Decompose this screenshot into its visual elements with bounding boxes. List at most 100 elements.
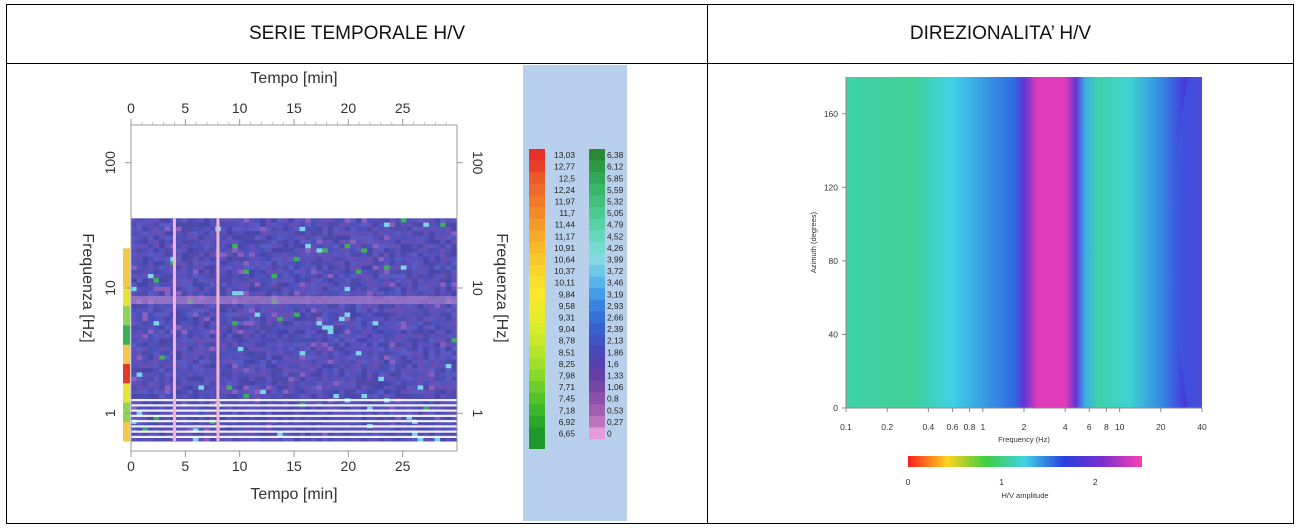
spectrogram-cell [271,252,278,258]
legend-swatch-right [589,357,605,370]
spectrogram-cell [395,286,402,292]
spectrogram-cell [305,372,312,378]
spectrogram-cell [412,261,419,266]
spectrogram-cell [254,432,261,438]
spectrogram-cell [423,282,430,288]
spectrogram-cell [428,333,435,339]
spectrogram-cell [288,325,295,331]
spectrogram-cell [322,286,329,292]
spectrogram-cell [372,244,379,249]
spectrogram-cell [412,415,419,421]
spectrogram-cell [322,325,329,331]
spectrogram-cell [187,265,194,271]
x-axis-title: Frequency (Hz) [998,435,1050,444]
spectrogram-cell [434,342,441,348]
spectrogram-cell [451,338,458,343]
spectrogram-cell [428,321,435,326]
spectrogram-cell [327,415,334,421]
spectrogram-cell [423,406,430,412]
spectrogram-cell [361,231,368,236]
spectrogram-cell [378,346,385,352]
spectrogram-cell [395,226,402,232]
spectrogram-cell [232,222,239,228]
spectrogram-cell [159,316,166,322]
spectrogram-cell [164,248,171,253]
spectrogram-cell [136,278,143,283]
low-frequency-gap [131,404,457,407]
spectrogram-cell [198,222,205,228]
spectrogram-cell [153,269,160,275]
spectrogram-cell [198,385,205,391]
spectrogram-cell [294,333,301,339]
spectrogram-cell [333,415,340,421]
spectrogram-cell [220,291,227,296]
spectrogram-cell [249,226,256,232]
legend-swatch-right [589,415,605,428]
spectrogram-cell [400,316,407,322]
spectrogram-cell [395,368,402,373]
legend-value-left: 7,98 [559,370,576,380]
spectrogram-cell [131,321,138,326]
spectrogram-cell [209,312,216,318]
spectrogram-cell [237,411,244,416]
spectrogram-cell [451,368,458,373]
spectrogram-cell [282,342,289,348]
spectrogram-cell [136,248,143,253]
spectrogram-cell [142,269,149,275]
spectrogram-cell [136,338,143,343]
spectrogram-cell [159,231,166,236]
spectrogram-cell [142,368,149,373]
spectrogram-cell [187,381,194,386]
spectrogram-cell [226,222,233,228]
spectrogram-cell [294,286,301,292]
spectrogram-cell [254,226,261,232]
spectrogram-cell [265,436,272,442]
spectrogram-cell [181,291,188,296]
spectrogram-cell [265,321,272,326]
spectrogram-cell [142,338,149,343]
spectrogram-cell [265,239,272,245]
spectrogram-cell [327,381,334,386]
spectrogram-cell [383,291,390,296]
spectrogram-cell [136,411,143,416]
spectrogram-cell [412,308,419,313]
spectrogram-cell [383,368,390,373]
spectrogram-cell [226,436,233,442]
legend-value-right: 5,32 [607,196,624,206]
spectrogram-cell [451,411,458,416]
spectrogram-cell [237,372,244,378]
spectrogram-cell [159,389,166,395]
spectrogram-cell [333,274,340,279]
spectrogram-cell [220,239,227,245]
spectrogram-cell [333,346,340,352]
spectrogram-cell [277,316,284,322]
legend-swatch-right [589,276,605,289]
spectrogram-cell [406,321,413,326]
spectrogram-cell [406,376,413,382]
spectrogram-cell [288,278,295,283]
spectrogram-cell [322,346,329,352]
spectrogram-cell [327,248,334,253]
spectrogram-cell [164,359,171,365]
spectrogram-cell [395,291,402,296]
spectrogram-cell [288,381,295,386]
spectrogram-cell [445,385,452,391]
spectrogram-cell [288,351,295,356]
spectrogram-cell [136,239,143,245]
spectrogram-cell [237,256,244,262]
spectrogram-cell [271,291,278,296]
legend-swatch-right [589,241,605,254]
spectrogram-cell [192,372,199,378]
legend-swatch-left [529,160,545,173]
spectrogram-cell [265,381,272,386]
spectrogram-cell [260,359,267,365]
spectrogram-cell [316,248,323,253]
spectrogram-cell [204,389,211,395]
spectrogram-cell [282,389,289,395]
spectrogram-cell [406,355,413,361]
spectrogram-cell [305,325,312,331]
spectrogram-cell [367,393,374,399]
spectrogram-cell [237,274,244,279]
spectrogram-cell [322,389,329,395]
spectrogram-cell [271,393,278,399]
